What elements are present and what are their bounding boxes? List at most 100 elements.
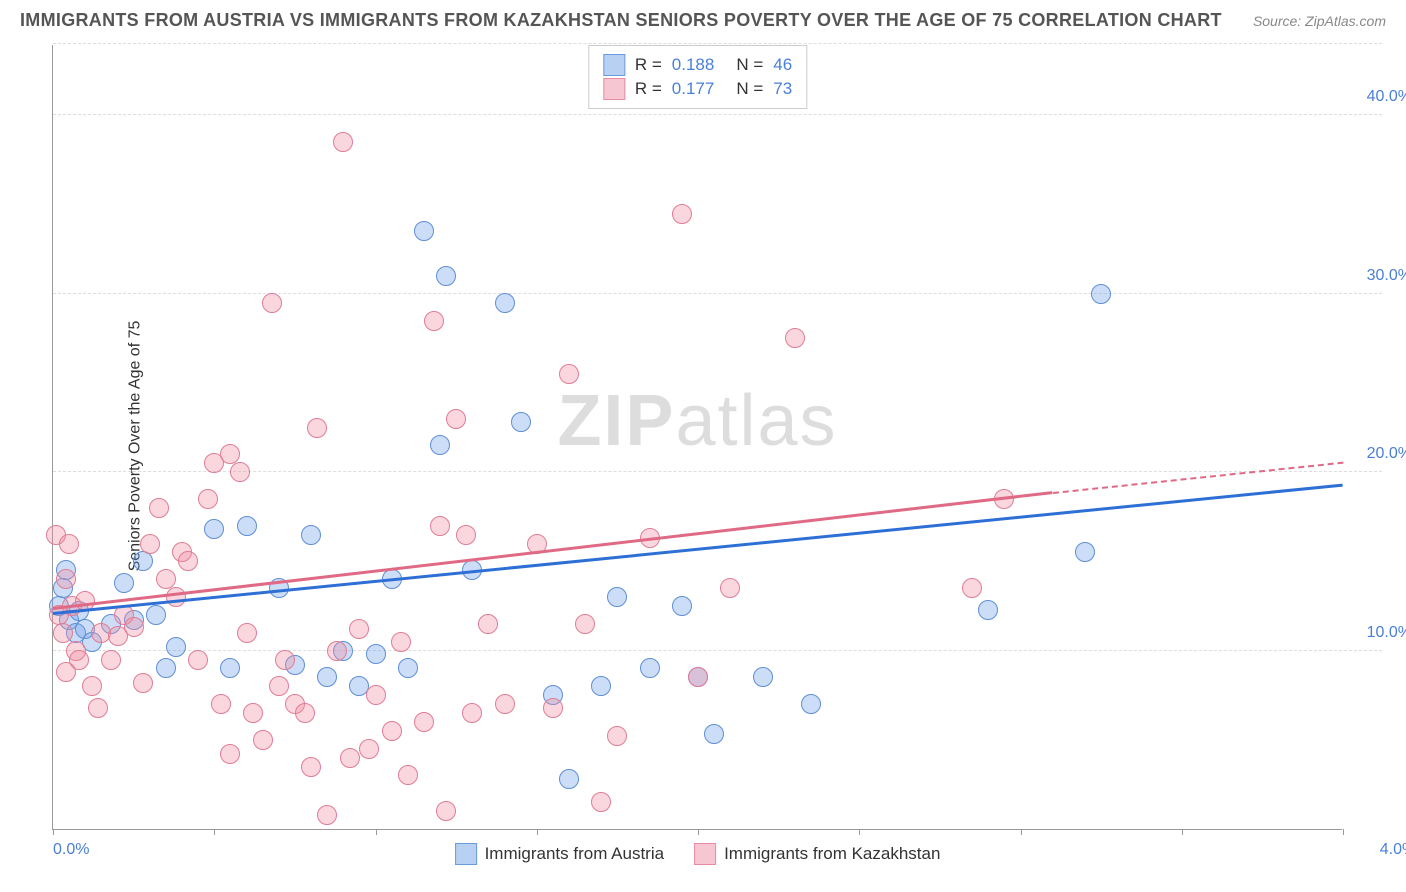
point-kazakhstan [149, 498, 169, 518]
point-kazakhstan [82, 676, 102, 696]
legend-item-austria: Immigrants from Austria [455, 843, 665, 865]
point-austria [366, 644, 386, 664]
point-kazakhstan [262, 293, 282, 313]
r-value-kazakhstan: 0.177 [672, 79, 715, 99]
point-kazakhstan [543, 698, 563, 718]
correlation-legend: R = 0.188 N = 46 R = 0.177 N = 73 [588, 45, 807, 109]
x-tick [53, 829, 54, 835]
point-kazakhstan [688, 667, 708, 687]
y-tick-label: 20.0% [1367, 445, 1406, 463]
legend-label-austria: Immigrants from Austria [485, 844, 665, 864]
watermark: ZIPatlas [557, 380, 837, 462]
point-kazakhstan [88, 698, 108, 718]
x-tick [1343, 829, 1344, 835]
point-kazakhstan [607, 726, 627, 746]
point-kazakhstan [398, 765, 418, 785]
point-austria [156, 658, 176, 678]
point-kazakhstan [140, 534, 160, 554]
point-austria [511, 412, 531, 432]
point-austria [607, 587, 627, 607]
point-kazakhstan [317, 805, 337, 825]
trend-line [53, 483, 1343, 614]
point-kazakhstan [230, 462, 250, 482]
y-tick-label: 30.0% [1367, 267, 1406, 285]
point-kazakhstan [56, 662, 76, 682]
point-austria [133, 551, 153, 571]
y-tick-label: 10.0% [1367, 624, 1406, 642]
point-austria [166, 637, 186, 657]
point-austria [1075, 542, 1095, 562]
point-austria [672, 596, 692, 616]
point-kazakhstan [237, 623, 257, 643]
point-kazakhstan [56, 569, 76, 589]
point-kazakhstan [269, 676, 289, 696]
x-tick-label: 4.0% [1380, 841, 1406, 859]
point-austria [114, 573, 134, 593]
scatter-chart: R = 0.188 N = 46 R = 0.177 N = 73 ZIPatl… [52, 45, 1342, 830]
point-austria [220, 658, 240, 678]
point-kazakhstan [462, 703, 482, 723]
point-austria [591, 676, 611, 696]
point-kazakhstan [436, 801, 456, 821]
swatch-kazakhstan-icon [694, 843, 716, 865]
point-kazakhstan [275, 650, 295, 670]
point-kazakhstan [591, 792, 611, 812]
point-kazakhstan [133, 673, 153, 693]
x-tick [214, 829, 215, 835]
gridline [53, 650, 1382, 651]
point-austria [1091, 284, 1111, 304]
series-legend: Immigrants from Austria Immigrants from … [455, 843, 941, 865]
point-kazakhstan [391, 632, 411, 652]
point-austria [430, 435, 450, 455]
x-tick [376, 829, 377, 835]
point-kazakhstan [188, 650, 208, 670]
trend-line [53, 491, 1053, 610]
point-austria [317, 667, 337, 687]
point-kazakhstan [124, 617, 144, 637]
y-tick-label: 40.0% [1367, 88, 1406, 106]
point-austria [801, 694, 821, 714]
point-kazakhstan [414, 712, 434, 732]
point-austria [978, 600, 998, 620]
gridline [53, 471, 1382, 472]
point-kazakhstan [366, 685, 386, 705]
chart-title: IMMIGRANTS FROM AUSTRIA VS IMMIGRANTS FR… [20, 10, 1222, 31]
point-kazakhstan [53, 623, 73, 643]
legend-row-kazakhstan: R = 0.177 N = 73 [603, 78, 792, 100]
point-kazakhstan [495, 694, 515, 714]
point-kazakhstan [327, 641, 347, 661]
point-kazakhstan [253, 730, 273, 750]
point-kazakhstan [178, 551, 198, 571]
point-austria [559, 769, 579, 789]
point-kazakhstan [424, 311, 444, 331]
point-kazakhstan [166, 587, 186, 607]
source-credit: Source: ZipAtlas.com [1253, 13, 1386, 29]
point-austria [414, 221, 434, 241]
x-tick [859, 829, 860, 835]
point-austria [495, 293, 515, 313]
gridline [53, 114, 1382, 115]
point-kazakhstan [101, 650, 121, 670]
n-value-kazakhstan: 73 [773, 79, 792, 99]
legend-label-kazakhstan: Immigrants from Kazakhstan [724, 844, 940, 864]
point-kazakhstan [211, 694, 231, 714]
point-kazakhstan [349, 619, 369, 639]
point-kazakhstan [575, 614, 595, 634]
swatch-austria-icon [455, 843, 477, 865]
gridline [53, 293, 1382, 294]
point-kazakhstan [672, 204, 692, 224]
point-austria [398, 658, 418, 678]
point-austria [753, 667, 773, 687]
x-tick-label: 0.0% [53, 841, 89, 859]
point-kazakhstan [295, 703, 315, 723]
point-austria [704, 724, 724, 744]
r-value-austria: 0.188 [672, 55, 715, 75]
header: IMMIGRANTS FROM AUSTRIA VS IMMIGRANTS FR… [0, 0, 1406, 36]
point-kazakhstan [456, 525, 476, 545]
point-kazakhstan [430, 516, 450, 536]
point-kazakhstan [220, 744, 240, 764]
point-austria [301, 525, 321, 545]
x-tick [1182, 829, 1183, 835]
point-austria [146, 605, 166, 625]
point-kazakhstan [340, 748, 360, 768]
